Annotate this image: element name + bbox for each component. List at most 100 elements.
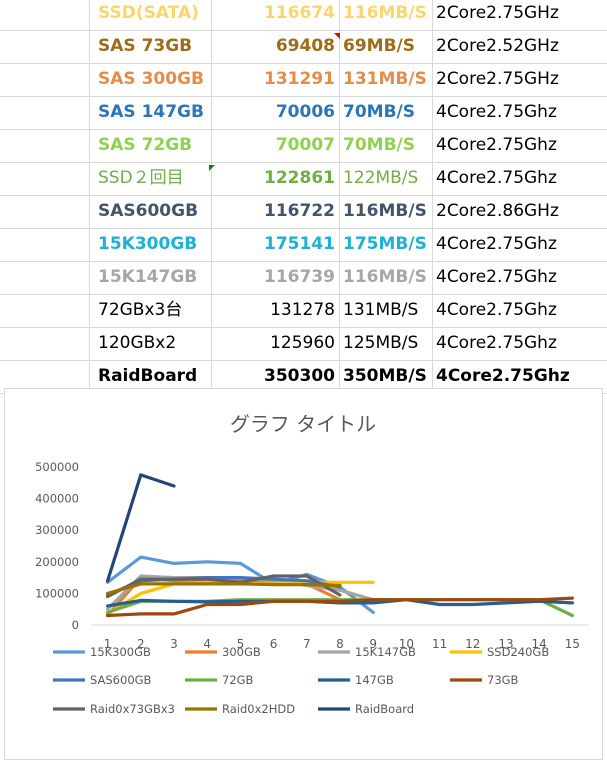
cpu-cell[interactable]: 4Core2.75Ghz [433, 130, 607, 163]
cpu-cell[interactable]: 2Core2.75GHz [433, 64, 607, 97]
series-line-73gb[interactable] [105, 596, 575, 618]
speed-cell[interactable]: 175MB/S [340, 229, 433, 262]
speed-cell[interactable]: 116MB/S [340, 196, 433, 229]
table-row: SSD２回目 122861 122MB/S 4Core2.75Ghz [0, 163, 607, 196]
y-tick-label: 300000 [35, 523, 79, 537]
score-cell[interactable]: 131278 [212, 295, 340, 328]
drive-name-cell[interactable]: SAS 73GB [90, 31, 212, 64]
cpu-cell[interactable]: 4Core2.75Ghz [433, 229, 607, 262]
empty-cell[interactable] [0, 229, 90, 262]
speed-cell[interactable]: 116MB/S [340, 262, 433, 295]
table-row: 120GBx2 125960 125MB/S 4Core2.75Ghz [0, 328, 607, 361]
cpu-cell[interactable]: 4Core2.75Ghz [433, 163, 607, 196]
score-cell[interactable]: 116722 [212, 196, 340, 229]
score-cell[interactable]: 175141 [212, 229, 340, 262]
y-tick-label: 200000 [35, 555, 79, 569]
error-indicator [209, 165, 215, 171]
y-tick-label: 400000 [35, 492, 79, 506]
x-tick-label: 7 [303, 637, 311, 651]
series-line-147gb[interactable] [105, 598, 575, 608]
x-tick-label: 9 [369, 637, 377, 651]
speed-cell[interactable]: 70MB/S [340, 130, 433, 163]
legend-entry: 73GB [487, 673, 519, 687]
score-cell[interactable]: 116739 [212, 262, 340, 295]
table-row: 72GBx3台 131278 131MB/S 4Core2.75Ghz [0, 295, 607, 328]
legend-entry: SAS600GB [90, 673, 152, 687]
legend-entry: Raid0x73GBx3 [90, 702, 175, 716]
score-cell[interactable]: 70006 [212, 97, 340, 130]
series-line-raidboard[interactable] [105, 473, 176, 583]
cpu-cell[interactable]: 2Core2.86GHz [433, 196, 607, 229]
score-cell[interactable]: 116674 [212, 0, 340, 31]
spreadsheet-grid: SSD(SATA) 116674 116MB/S 2Core2.75GHz SAS 73… [0, 0, 607, 394]
legend-entry: 15K300GB [90, 645, 151, 659]
empty-cell[interactable] [0, 295, 90, 328]
empty-cell[interactable] [0, 130, 90, 163]
drive-name-cell[interactable]: SAS600GB [90, 196, 212, 229]
table-row: 15K300GB 175141 175MB/S 4Core2.75Ghz [0, 229, 607, 262]
speed-cell[interactable]: 69MB/S [340, 31, 433, 64]
empty-cell[interactable] [0, 262, 90, 295]
x-tick-label: 3 [170, 637, 178, 651]
score-cell[interactable]: 125960 [212, 328, 340, 361]
cpu-cell[interactable]: 2Core2.75GHz [433, 0, 607, 31]
empty-cell[interactable] [0, 328, 90, 361]
y-tick-label: 0 [72, 618, 79, 632]
legend-entry: RaidBoard [355, 702, 414, 716]
empty-cell[interactable] [0, 64, 90, 97]
series-line-raid0x73gbx3[interactable] [105, 574, 342, 599]
empty-cell[interactable] [0, 196, 90, 229]
x-tick-label: 5 [237, 637, 245, 651]
score-cell[interactable]: 131291 [212, 64, 340, 97]
y-tick-label: 500000 [35, 460, 79, 474]
drive-name-cell[interactable]: 120GBx2 [90, 328, 212, 361]
drive-name-cell[interactable]: 15K147GB [90, 262, 212, 295]
x-tick-label: 6 [270, 637, 278, 651]
empty-cell[interactable] [0, 163, 90, 196]
x-tick-label: 2 [137, 637, 145, 651]
chart-title: グラフ タイトル [230, 412, 376, 436]
legend-entry: Raid0x2HDD [222, 702, 295, 716]
x-tick-label: 13 [498, 637, 513, 651]
drive-name-cell[interactable]: SSD２回目 [90, 163, 212, 196]
speed-cell[interactable]: 116MB/S [340, 0, 433, 31]
x-tick-label: 8 [336, 637, 344, 651]
legend-entry: 72GB [222, 673, 254, 687]
drive-name-cell[interactable]: SAS 147GB [90, 97, 212, 130]
legend-entry: 15K147GB [355, 645, 416, 659]
empty-cell[interactable] [0, 31, 90, 64]
empty-cell[interactable] [0, 0, 90, 31]
table-row: 15K147GB 116739 116MB/S 4Core2.75Ghz [0, 262, 607, 295]
table-row: SAS 300GB 131291 131MB/S 2Core2.75GHz [0, 64, 607, 97]
drive-name-cell[interactable]: SAS 300GB [90, 64, 212, 97]
drive-name-cell[interactable]: SSD(SATA) [90, 0, 212, 31]
speed-cell[interactable]: 131MB/S [340, 295, 433, 328]
x-tick-label: 4 [203, 637, 211, 651]
score-cell[interactable]: 70007 [212, 130, 340, 163]
drive-name-cell[interactable]: 72GBx3台 [90, 295, 212, 328]
cpu-cell[interactable]: 4Core2.75Ghz [433, 295, 607, 328]
series-line-raid0x2hdd[interactable] [105, 582, 342, 595]
score-cell[interactable]: 69408 [212, 31, 340, 64]
x-tick-label: 12 [465, 637, 480, 651]
x-tick-label: 15 [565, 637, 580, 651]
cpu-cell[interactable]: 2Core2.52GHz [433, 31, 607, 64]
speed-cell[interactable]: 122MB/S [340, 163, 433, 196]
empty-cell[interactable] [0, 97, 90, 130]
drive-name-cell[interactable]: SAS 72GB [90, 130, 212, 163]
cpu-cell[interactable]: 4Core2.75Ghz [433, 328, 607, 361]
cpu-cell[interactable]: 4Core2.75Ghz [433, 97, 607, 130]
drive-name-cell[interactable]: 15K300GB [90, 229, 212, 262]
chart-container[interactable]: グラフ タイトル 0 100000 200000 300000 400000 500000 1… [4, 388, 603, 760]
comment-indicator [334, 33, 340, 39]
score-cell[interactable]: 122861 [212, 163, 340, 196]
y-tick-label: 100000 [35, 586, 79, 600]
speed-cell[interactable]: 131MB/S [340, 64, 433, 97]
speed-cell[interactable]: 70MB/S [340, 97, 433, 130]
table-row: SAS 147GB 70006 70MB/S 4Core2.75Ghz [0, 97, 607, 130]
table-row: SSD(SATA) 116674 116MB/S 2Core2.75GHz [0, 0, 607, 31]
x-tick-label: 10 [399, 637, 414, 651]
speed-cell[interactable]: 125MB/S [340, 328, 433, 361]
cpu-cell[interactable]: 4Core2.75Ghz [433, 262, 607, 295]
legend-entry: 300GB [222, 645, 261, 659]
